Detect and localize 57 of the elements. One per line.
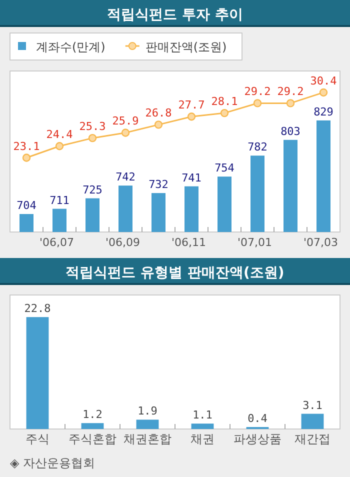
data-label: 1.9	[138, 404, 158, 418]
point	[154, 120, 163, 129]
data-label: 25.3	[79, 120, 106, 134]
data-label: 704	[16, 199, 37, 212]
data-label: 25.9	[112, 114, 139, 128]
data-label: 24.4	[46, 128, 74, 142]
data-label: 803	[280, 124, 300, 138]
bar	[136, 420, 159, 429]
x-tick-label: '06,07	[39, 236, 74, 249]
text: ◈ 자산운용협회	[10, 456, 96, 470]
point	[88, 134, 97, 142]
x-tick-label: '07,01	[237, 236, 272, 249]
data-label: 29.2	[244, 85, 271, 98]
data-label: 28.1	[211, 95, 238, 108]
data-label: 754	[214, 162, 235, 175]
bar	[191, 424, 214, 429]
point	[253, 99, 262, 108]
x-tick-label: 채권혼합	[124, 432, 172, 446]
x-tick-label: '06,11	[171, 236, 206, 249]
data-label: 782	[248, 140, 268, 154]
data-label: 3.1	[302, 398, 322, 412]
chart-title: 적립식펀드 유형별 판매잔액(조원)	[66, 265, 284, 281]
bar	[81, 423, 104, 429]
data-label: 22.8	[24, 302, 51, 316]
point	[22, 154, 31, 162]
x-tick-label: 파생상품	[234, 432, 282, 446]
data-label: 26.8	[145, 106, 172, 120]
data-label: 0.4	[248, 412, 268, 426]
data-label: 741	[182, 171, 202, 184]
data-label: 27.7	[178, 98, 205, 112]
data-label: 1.1	[192, 408, 212, 422]
data-label: 711	[50, 194, 70, 207]
data-label: 732	[148, 178, 168, 192]
legend-label: 판매잔액(조원)	[145, 40, 227, 54]
point	[220, 108, 229, 118]
data-label: 725	[82, 183, 102, 196]
point	[55, 142, 64, 150]
data-label: 1.2	[82, 408, 102, 422]
legend-label: 계좌수(만계)	[36, 40, 106, 54]
x-tick-label: '07,03	[303, 236, 338, 249]
x-tick-label: '06,09	[105, 236, 140, 249]
data-label: 23.1	[13, 140, 40, 153]
bar	[301, 414, 324, 429]
bar	[26, 317, 49, 429]
data-label: 30.4	[310, 74, 338, 88]
point	[319, 88, 328, 97]
x-tick-label: 주식혼합	[68, 432, 116, 446]
x-tick-label: 재간접	[294, 432, 330, 446]
x-tick-label: 주식	[26, 432, 50, 446]
data-label: 29.2	[277, 85, 304, 98]
point	[187, 112, 196, 121]
point	[121, 128, 130, 137]
point	[286, 99, 295, 108]
x-tick-label: 채권	[190, 432, 214, 446]
data-label: 829	[314, 105, 334, 118]
data-label: 742	[116, 170, 136, 184]
chart-title: 적립식펀드 투자 추이	[107, 7, 243, 23]
